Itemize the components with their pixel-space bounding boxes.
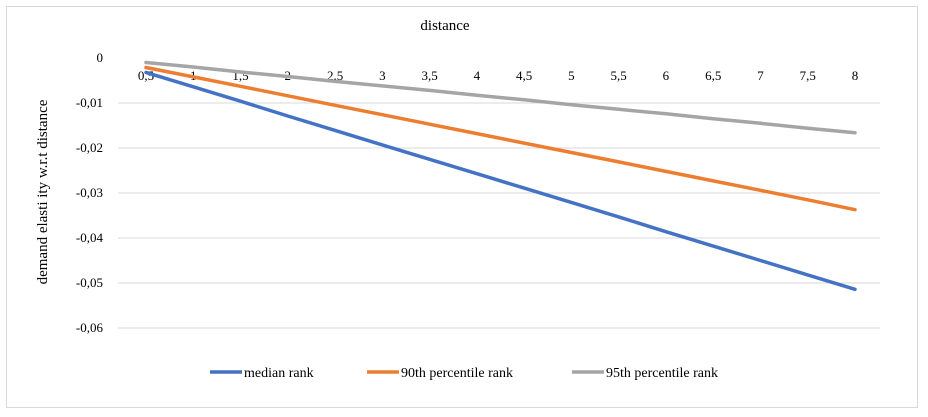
y-tick-label: -0,05 (76, 275, 103, 290)
chart-title: distance (420, 18, 469, 34)
x-tick-label: 0,5 (138, 68, 154, 83)
legend-label: 90th percentile rank (401, 366, 513, 381)
x-tick-label: 5,5 (611, 68, 627, 83)
x-tick-label: 7 (757, 68, 764, 83)
x-tick-label: 3,5 (421, 68, 437, 83)
x-tick-labels: 0,5 1 1,5 2 2,5 3 3,5 4 4,5 5 5,5 6 6,5 7 7,5 8 (138, 68, 858, 83)
legend-label: 95th percentile rank (606, 366, 718, 381)
x-tick-label: 5 (568, 68, 575, 83)
y-tick-label: 0 (97, 50, 104, 65)
y-tick-label: -0,03 (76, 185, 103, 200)
series-line (144, 70, 857, 292)
y-tick-label: -0,04 (76, 230, 104, 245)
y-tick-label: -0,06 (76, 320, 104, 335)
x-tick-label: 7,5 (800, 68, 816, 83)
x-tick-label: 4,5 (516, 68, 532, 83)
y-tick-label: -0,01 (76, 95, 103, 110)
y-axis-label: demand elasti ity w.r.t distance (35, 99, 51, 284)
x-tick-label: 4 (474, 68, 481, 83)
x-tick-label: 6 (663, 68, 670, 83)
y-tick-labels: 0 -0,01 -0,02 -0,03 -0,04 -0,05 -0,06 (76, 50, 104, 335)
legend-label: median rank (244, 366, 314, 381)
y-tick-label: -0,02 (76, 140, 103, 155)
x-tick-label: 6,5 (705, 68, 721, 83)
x-tick-label: 3 (379, 68, 386, 83)
series-line (144, 65, 857, 212)
series-line (144, 60, 857, 135)
legend: median rank 90th percentile rank 95th perc… (210, 366, 718, 381)
series-lines (144, 60, 857, 292)
chart-frame (6, 6, 918, 408)
x-tick-label: 8 (852, 68, 859, 83)
